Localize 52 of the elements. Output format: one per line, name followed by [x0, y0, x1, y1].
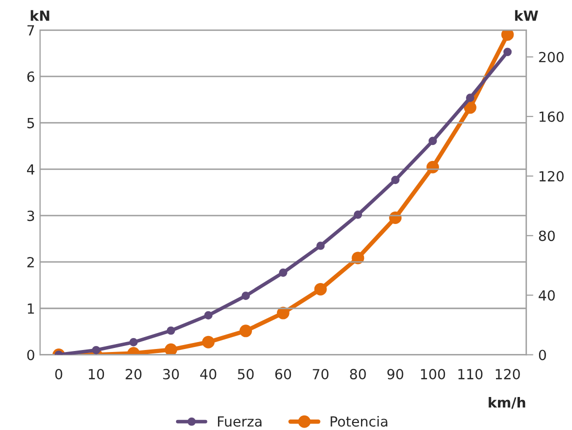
point [314, 282, 327, 296]
y2-tick-label: 0 [538, 350, 546, 360]
legend-label: Fuerza [218, 416, 262, 427]
point [276, 306, 290, 320]
point [354, 210, 362, 219]
point [278, 268, 288, 277]
y-tick-label: 2 [27, 256, 34, 268]
x-tick-label: 10 [88, 368, 104, 380]
point [166, 326, 176, 335]
x-tick-label: 90 [387, 368, 404, 380]
legend-label: Potencia [330, 416, 388, 427]
x-tick-label: 40 [200, 368, 216, 380]
y-tick-label: 5 [27, 118, 34, 128]
x-tick-label: 100 [421, 368, 446, 380]
point [239, 324, 252, 338]
y-tick-label: 7 [27, 25, 34, 36]
y-tick-label: 0 [27, 350, 34, 360]
point [501, 30, 514, 41]
point [428, 136, 437, 146]
point [466, 94, 474, 102]
x-tick-label: 80 [350, 368, 366, 380]
x-tick-label: 110 [458, 368, 482, 380]
y2-tick-label: 120 [540, 171, 564, 182]
x-axis-title: km/h [488, 396, 526, 409]
x-tick-label: 70 [312, 368, 328, 380]
y2-tick-label: 80 [538, 230, 555, 242]
x-tick-label: 120 [496, 368, 520, 380]
point [316, 242, 325, 250]
y2-tick-label: 160 [540, 111, 564, 122]
point [352, 252, 364, 264]
y2-tick-label: 40 [538, 290, 555, 301]
point [202, 336, 215, 348]
x-tick-label: 20 [126, 368, 142, 380]
y2-axis-title: kW [515, 10, 538, 21]
point [92, 346, 100, 354]
y-axis-title: kN [30, 10, 50, 21]
x-tick-label: 30 [163, 368, 179, 380]
y-tick-label: 1 [28, 304, 34, 314]
point [503, 48, 512, 56]
point [242, 292, 250, 300]
point [464, 101, 476, 114]
point [204, 311, 213, 320]
x-tick-label: 0 [55, 368, 62, 380]
x-tick-label: 50 [238, 368, 254, 380]
y-tick-label: 6 [27, 71, 34, 82]
point [129, 338, 138, 346]
y-tick-label: 4 [27, 164, 34, 175]
y-tick-label: 3 [27, 210, 34, 222]
point [164, 343, 178, 355]
x-tick-label: 60 [275, 368, 292, 380]
point [391, 176, 400, 184]
y2-tick-label: 200 [539, 52, 564, 62]
